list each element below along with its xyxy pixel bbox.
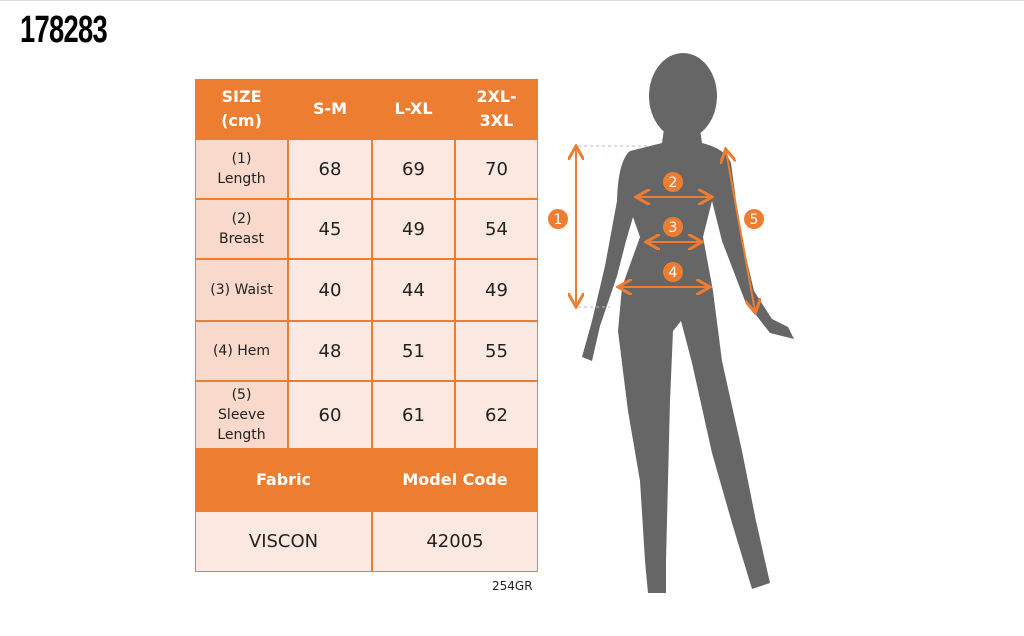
marker-circle: [548, 209, 568, 229]
size-value: 68: [288, 139, 372, 199]
size-value: 62: [455, 381, 538, 449]
column-header: L-XL: [372, 79, 455, 139]
row-label: (2) Breast: [195, 199, 288, 259]
row-label: (3) Waist: [195, 259, 288, 321]
product-code: 178283: [20, 9, 108, 51]
sleeve-arrow: [726, 151, 755, 311]
size-value: 55: [455, 321, 538, 381]
marker-label: 3: [669, 220, 678, 236]
size-value: 70: [455, 139, 538, 199]
size-value: 44: [372, 259, 455, 321]
marker-label: 1: [554, 212, 563, 228]
head: [649, 53, 717, 139]
detail-header: Model Code: [372, 449, 538, 511]
marker-label: 2: [669, 175, 678, 191]
size-value: 61: [372, 381, 455, 449]
detail-value: VISCON: [195, 511, 372, 572]
detail-header: Fabric: [195, 449, 372, 511]
size-value: 60: [288, 381, 372, 449]
column-header: 2XL-3XL: [455, 79, 538, 139]
weight-label: 254GR: [492, 579, 533, 593]
marker-label: 4: [669, 265, 678, 281]
marker-circle: [663, 172, 683, 192]
marker-circle: [663, 217, 683, 237]
size-value: 48: [288, 321, 372, 381]
size-value: 51: [372, 321, 455, 381]
detail-value: 42005: [372, 511, 538, 572]
row-label: (1) Length: [195, 139, 288, 199]
size-value: 45: [288, 199, 372, 259]
silhouette: [582, 129, 794, 593]
column-header: SIZE (cm): [195, 79, 288, 139]
size-value: 54: [455, 199, 538, 259]
row-label: (5) Sleeve Length: [195, 381, 288, 449]
marker-circle: [744, 209, 764, 229]
marker-label: 5: [750, 212, 759, 228]
size-value: 49: [455, 259, 538, 321]
column-header: S-M: [288, 79, 372, 139]
size-value: 69: [372, 139, 455, 199]
row-label: (4) Hem: [195, 321, 288, 381]
size-value: 49: [372, 199, 455, 259]
size-value: 40: [288, 259, 372, 321]
marker-circle: [663, 262, 683, 282]
